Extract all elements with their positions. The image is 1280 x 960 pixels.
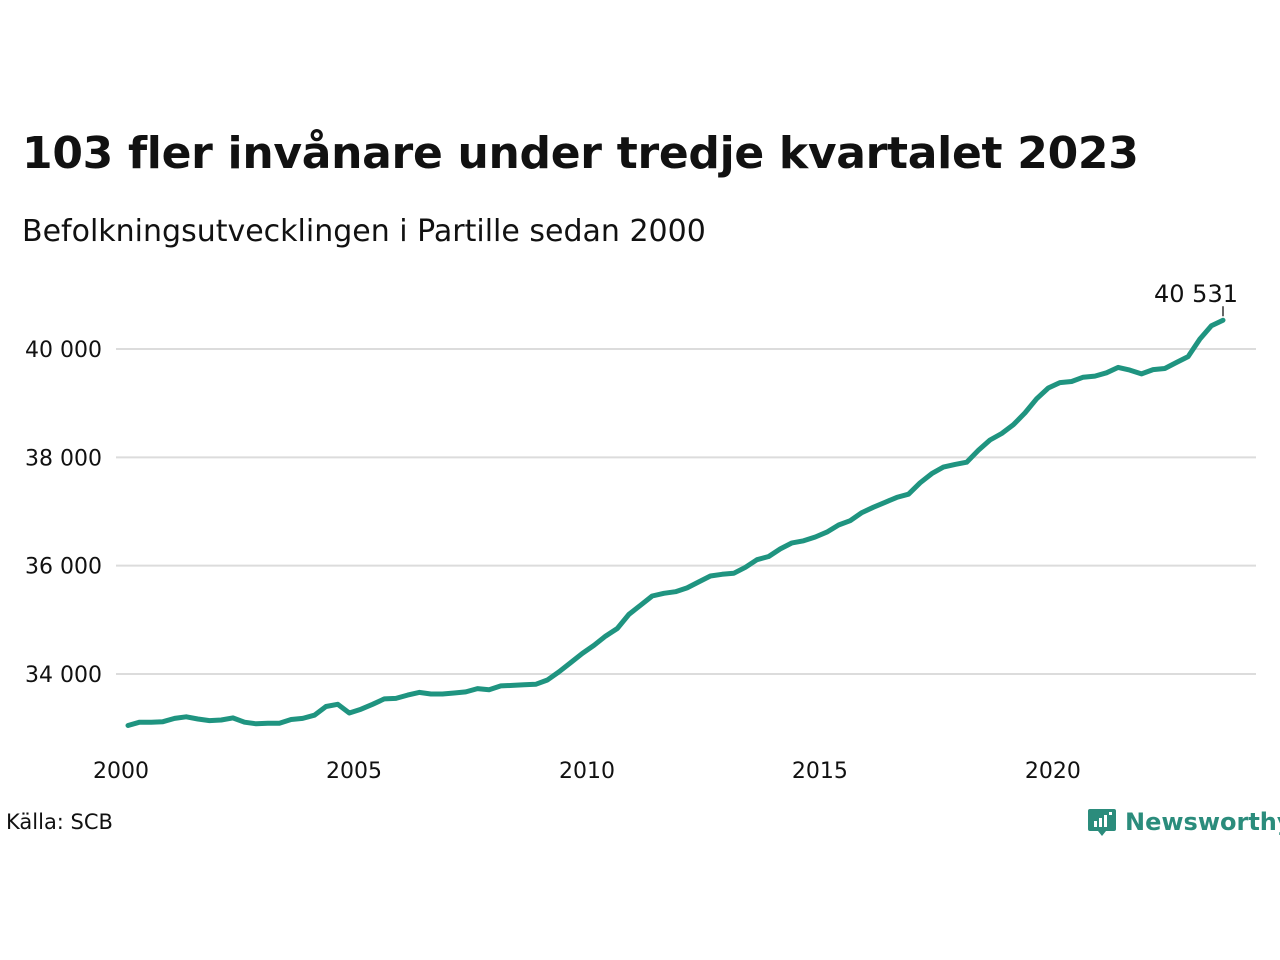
x-tick-label: 2000: [93, 759, 149, 784]
y-tick-label: 40 000: [25, 338, 102, 363]
y-axis-tick-labels: 34 000 36 000 38 000 40 000: [25, 338, 102, 688]
chart-subtitle: Befolkningsutvecklingen i Partille sedan…: [22, 214, 706, 249]
x-tick-label: 2020: [1025, 759, 1081, 784]
newsworthy-logo: Newsworthy: [1087, 804, 1280, 840]
source-credit: Källa: SCB: [6, 810, 113, 834]
x-axis-tick-labels: 2000 2005 2010 2015 2020: [93, 759, 1081, 784]
gridlines: [116, 348, 1256, 675]
chart-title: 103 fler invånare under tredje kvartalet…: [22, 128, 1139, 179]
brand-name: Newsworthy: [1125, 808, 1280, 836]
newsworthy-logo-icon: [1088, 809, 1116, 836]
series-line: [125, 317, 1226, 728]
series-population: [125, 317, 1226, 728]
end-value-annotation: 40 531: [1154, 280, 1238, 317]
x-tick-label: 2015: [792, 759, 848, 784]
y-tick-label: 36 000: [25, 555, 102, 580]
x-tick-label: 2010: [559, 759, 615, 784]
end-value-label: 40 531: [1154, 280, 1238, 308]
y-tick-label: 34 000: [25, 663, 102, 688]
y-tick-label: 38 000: [25, 446, 102, 471]
x-tick-label: 2005: [326, 759, 382, 784]
